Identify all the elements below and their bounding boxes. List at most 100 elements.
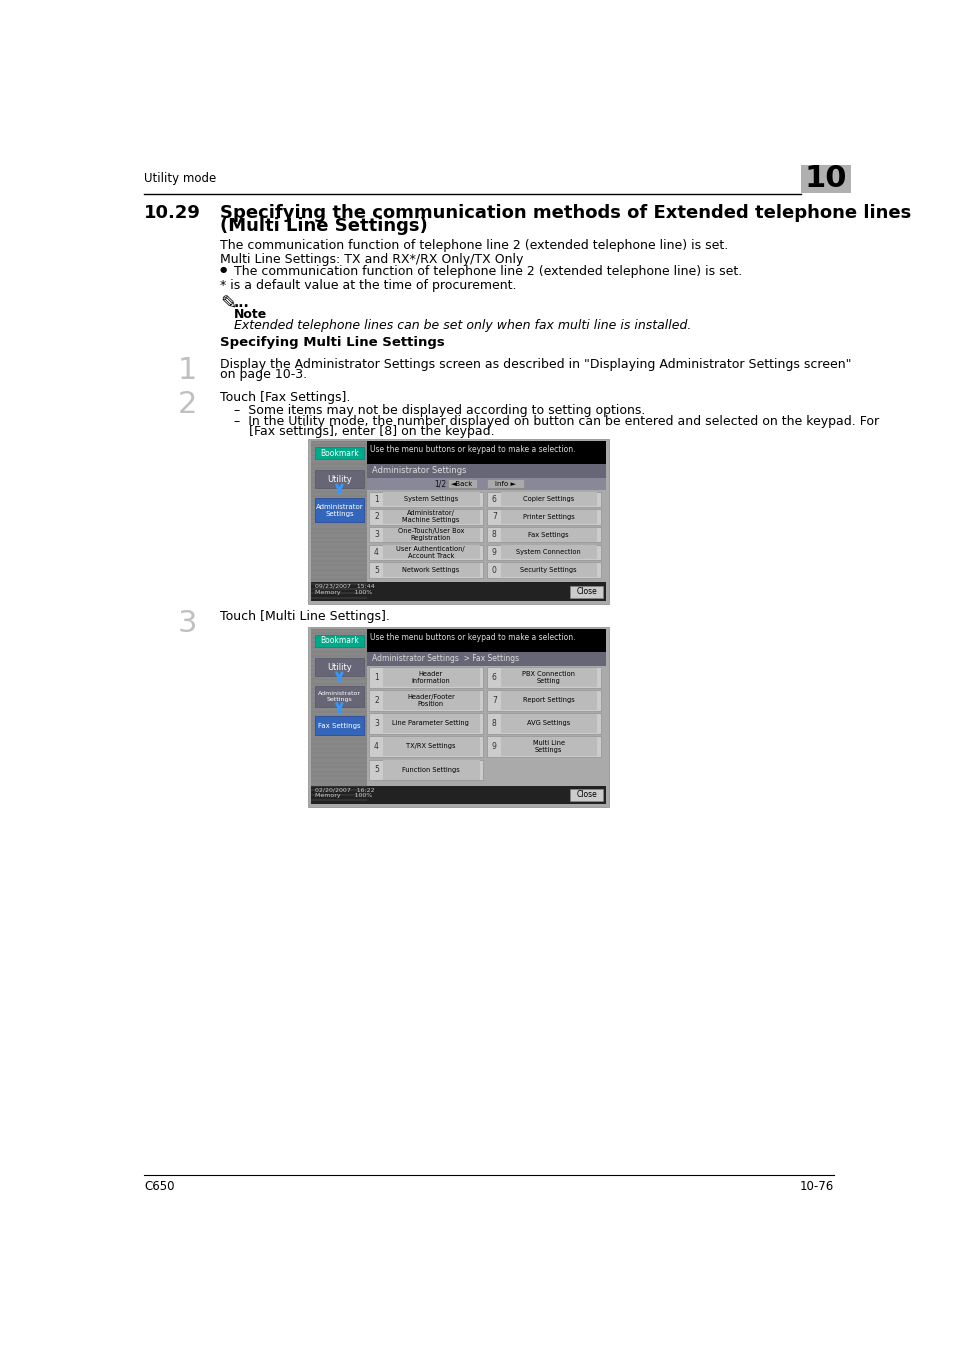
Text: Printer Settings: Printer Settings [522,514,574,520]
Text: 1: 1 [177,356,196,385]
Text: Specifying the communication methods of Extended telephone lines: Specifying the communication methods of … [220,204,910,221]
FancyBboxPatch shape [382,760,479,779]
FancyBboxPatch shape [382,714,479,733]
Text: Security Settings: Security Settings [519,567,577,574]
Text: Administrator Settings: Administrator Settings [372,466,466,475]
FancyBboxPatch shape [447,479,476,489]
FancyBboxPatch shape [314,498,364,522]
Text: Touch [Fax Settings].: Touch [Fax Settings]. [220,392,350,405]
FancyBboxPatch shape [367,629,605,652]
FancyBboxPatch shape [369,563,482,578]
FancyBboxPatch shape [308,628,608,807]
FancyBboxPatch shape [500,563,597,576]
FancyBboxPatch shape [367,652,605,666]
Text: 8: 8 [492,531,497,539]
Text: 2: 2 [374,695,378,705]
FancyBboxPatch shape [382,510,479,524]
Text: Utility: Utility [327,475,352,483]
FancyBboxPatch shape [311,629,367,805]
FancyBboxPatch shape [369,736,482,757]
FancyBboxPatch shape [486,526,599,543]
FancyBboxPatch shape [382,691,479,710]
FancyBboxPatch shape [486,479,523,489]
Text: –  Some items may not be displayed according to setting options.: – Some items may not be displayed accord… [233,404,644,417]
Text: Extended telephone lines can be set only when fax multi line is installed.: Extended telephone lines can be set only… [233,319,691,332]
Text: 2: 2 [177,390,196,418]
Text: System Settings: System Settings [403,497,457,502]
Text: Administrator Settings  > Fax Settings: Administrator Settings > Fax Settings [372,655,518,663]
Text: Multi Line Settings: TX and RX*/RX Only/TX Only: Multi Line Settings: TX and RX*/RX Only/… [220,252,523,266]
Text: 3: 3 [374,531,378,539]
Text: ●: ● [220,265,227,274]
FancyBboxPatch shape [369,713,482,734]
FancyBboxPatch shape [500,545,597,559]
Text: 3: 3 [177,609,196,637]
Text: Use the menu buttons or keypad to make a selection.: Use the menu buttons or keypad to make a… [370,446,576,455]
Text: C650: C650 [144,1180,174,1193]
FancyBboxPatch shape [367,490,605,582]
FancyBboxPatch shape [382,668,479,687]
Text: 5: 5 [374,765,378,774]
Text: 8: 8 [492,718,497,728]
Text: AVG Settings: AVG Settings [526,721,570,726]
FancyBboxPatch shape [500,528,597,541]
FancyBboxPatch shape [367,478,605,490]
FancyBboxPatch shape [314,717,364,734]
FancyBboxPatch shape [382,737,479,756]
FancyBboxPatch shape [382,545,479,559]
Text: Bookmark: Bookmark [319,448,358,458]
Text: Header/Footer
Position: Header/Footer Position [407,694,455,707]
Text: 2: 2 [374,513,378,521]
Text: 7: 7 [492,513,497,521]
Text: 6: 6 [492,494,497,504]
FancyBboxPatch shape [369,760,482,780]
FancyBboxPatch shape [369,509,482,525]
Text: 10: 10 [804,165,846,193]
Text: Fax Settings: Fax Settings [317,722,360,729]
Text: PBX Connection
Setting: PBX Connection Setting [521,671,575,683]
Text: User Authentication/
Account Track: User Authentication/ Account Track [396,545,465,559]
FancyBboxPatch shape [311,582,605,601]
Text: Use the menu buttons or keypad to make a selection.: Use the menu buttons or keypad to make a… [370,633,576,643]
Text: 09/23/2007   15:44
Memory       100%: 09/23/2007 15:44 Memory 100% [314,585,374,595]
Text: 6: 6 [492,672,497,682]
FancyBboxPatch shape [486,667,599,688]
FancyBboxPatch shape [369,690,482,711]
Text: The communication function of telephone line 2 (extended telephone line) is set.: The communication function of telephone … [233,265,741,278]
FancyBboxPatch shape [314,447,364,459]
Text: Function Settings: Function Settings [401,767,459,772]
Text: 4: 4 [374,548,378,558]
FancyBboxPatch shape [314,657,364,676]
Text: Specifying Multi Line Settings: Specifying Multi Line Settings [220,336,444,350]
Text: Line Parameter Setting: Line Parameter Setting [392,721,469,726]
Text: –  In the Utility mode, the number displayed on button can be entered and select: – In the Utility mode, the number displa… [233,414,878,428]
FancyBboxPatch shape [486,736,599,757]
Text: Network Settings: Network Settings [402,567,459,574]
FancyBboxPatch shape [500,510,597,524]
Text: TX/RX Settings: TX/RX Settings [406,744,456,749]
Text: 9: 9 [492,548,497,558]
FancyBboxPatch shape [500,668,597,687]
Text: Administrator
Settings: Administrator Settings [315,504,363,517]
Text: Display the Administrator Settings screen as described in "Displaying Administra: Display the Administrator Settings scree… [220,358,851,371]
Text: 3: 3 [374,718,378,728]
FancyBboxPatch shape [382,528,479,541]
Text: (Multi Line Settings): (Multi Line Settings) [220,217,427,235]
Text: 7: 7 [492,695,497,705]
Text: Touch [Multi Line Settings].: Touch [Multi Line Settings]. [220,610,390,624]
Text: ◄Back: ◄Back [451,481,474,487]
FancyBboxPatch shape [314,634,364,647]
FancyBboxPatch shape [314,686,364,707]
Text: Administrator/
Machine Settings: Administrator/ Machine Settings [402,510,459,524]
Text: 1: 1 [374,494,378,504]
Text: on page 10-3.: on page 10-3. [220,369,307,381]
FancyBboxPatch shape [369,526,482,543]
Text: One-Touch/User Box
Registration: One-Touch/User Box Registration [397,528,463,541]
FancyBboxPatch shape [486,563,599,578]
FancyBboxPatch shape [500,737,597,756]
Text: 10.29: 10.29 [144,204,201,221]
Text: 1/2: 1/2 [434,479,446,489]
FancyBboxPatch shape [369,544,482,560]
FancyBboxPatch shape [486,509,599,525]
Text: Bookmark: Bookmark [319,636,358,645]
